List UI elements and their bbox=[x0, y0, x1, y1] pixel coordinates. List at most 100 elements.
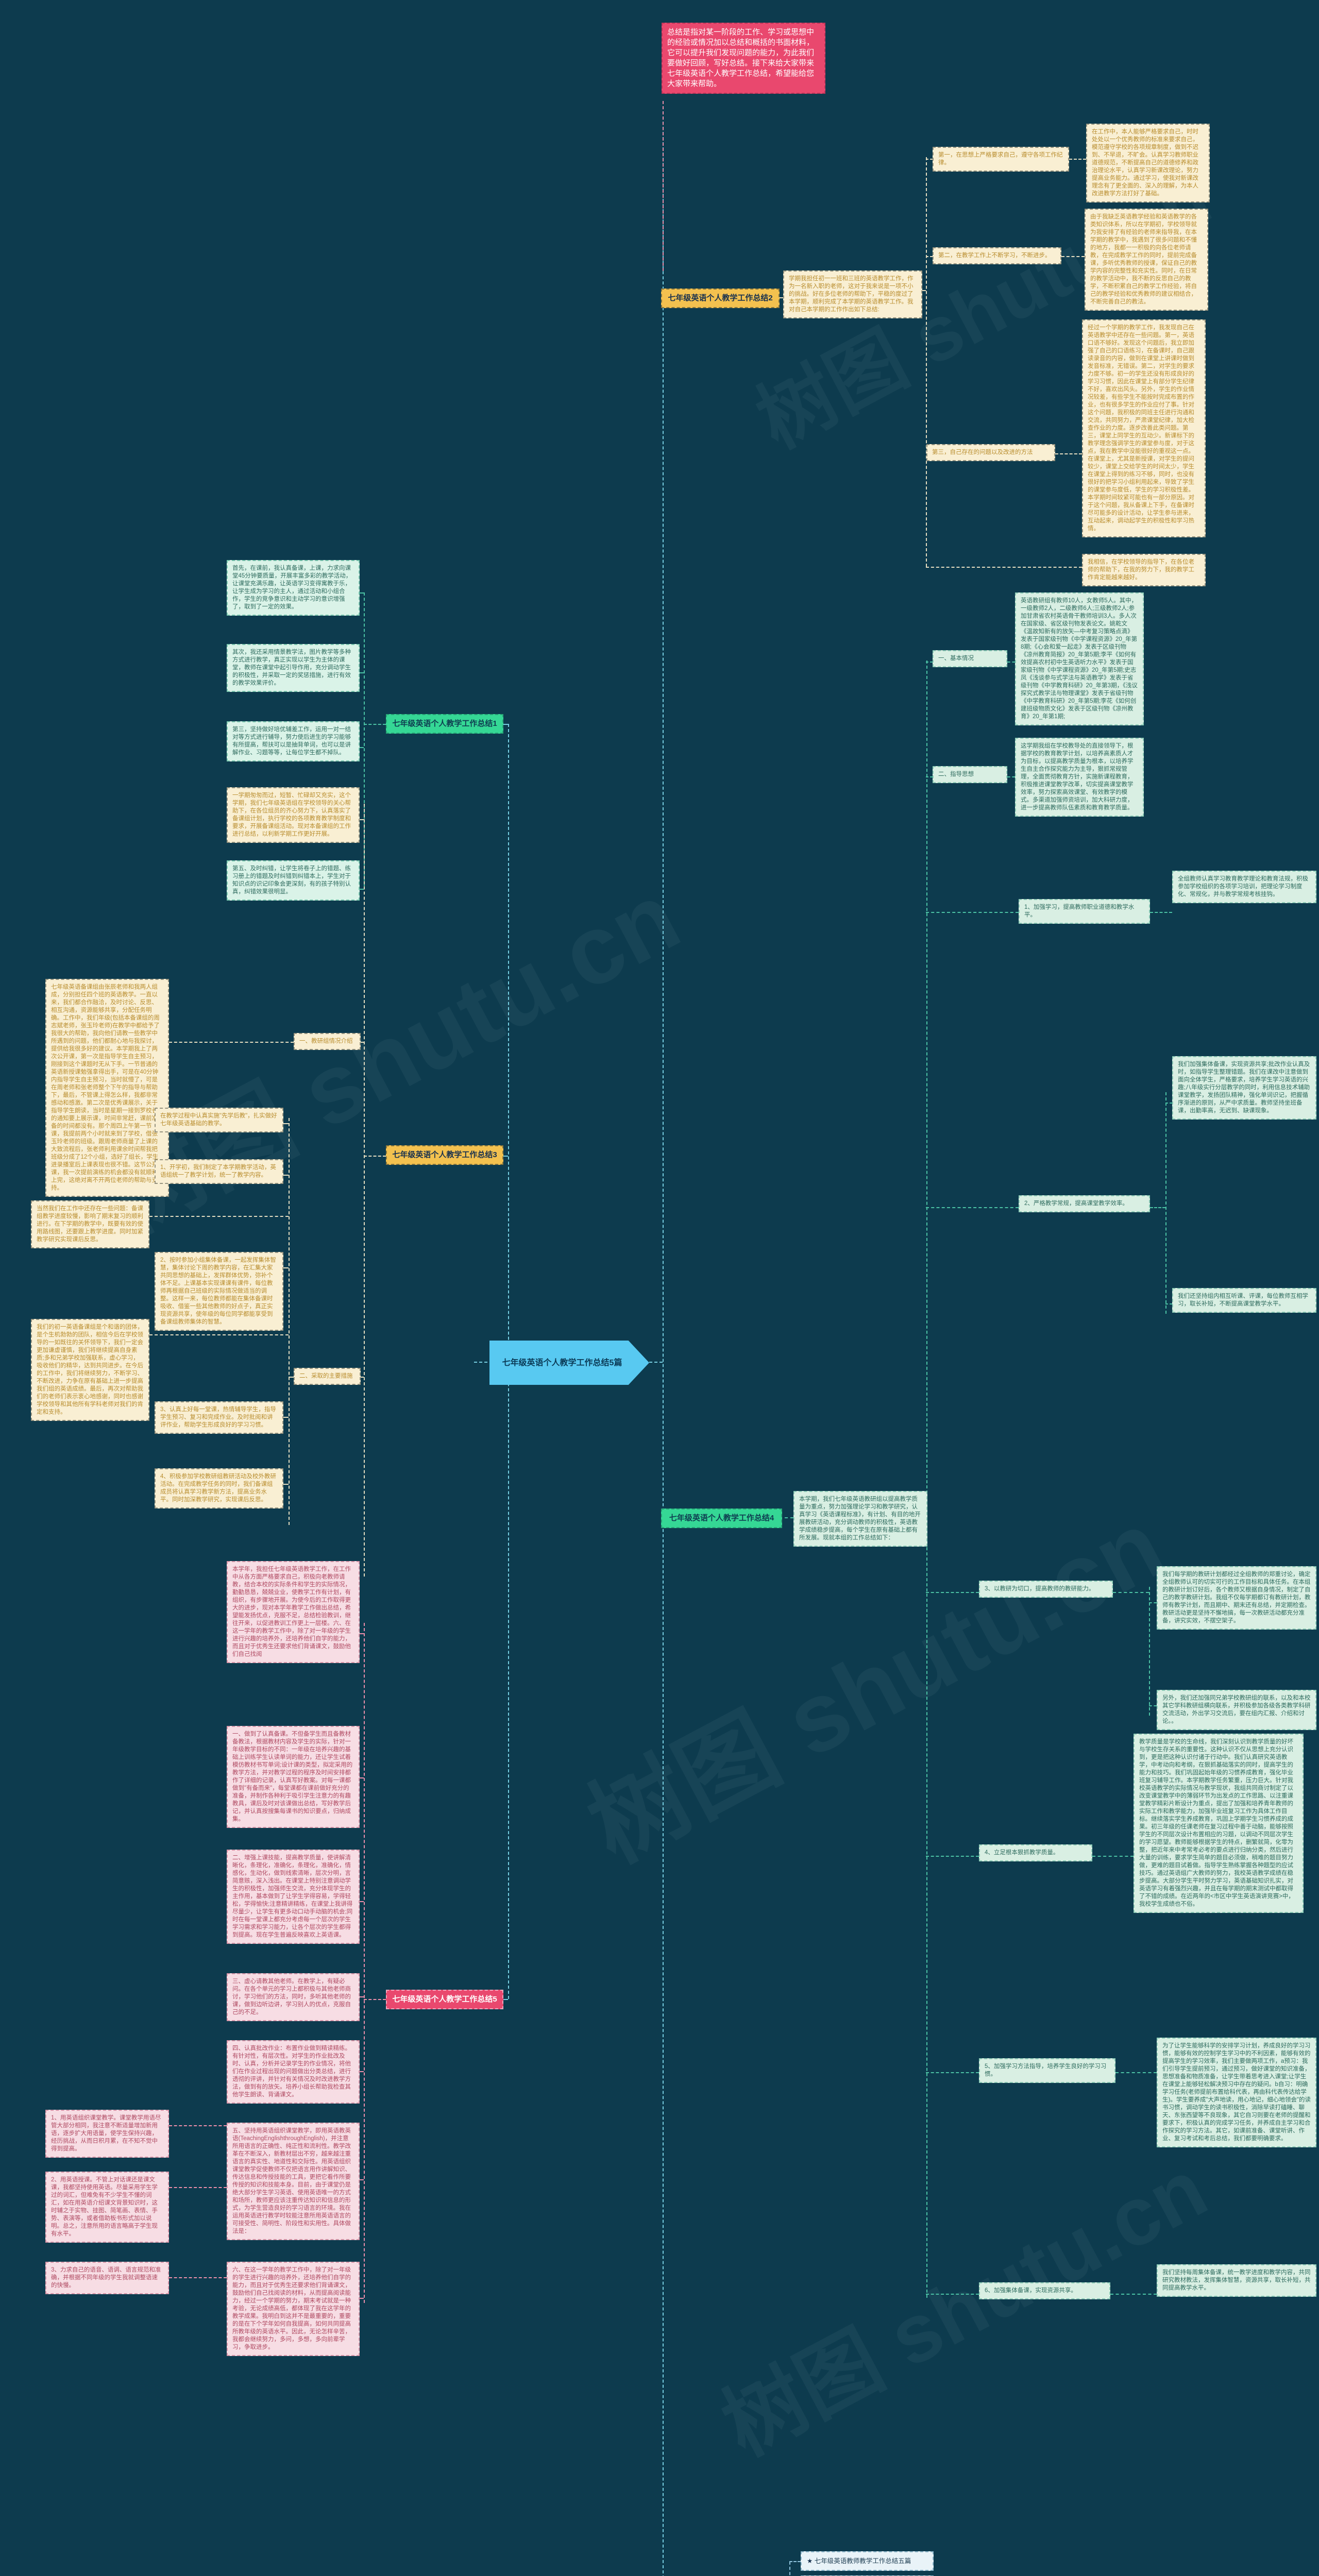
branch4-intro-node[interactable]: 本学期，我们七年级英语教研组以提高教学质量为重点，努力加强理论学习和教学研究，认… bbox=[793, 1491, 927, 1547]
branch4-measure6-label[interactable]: 6、加强集体备课，实现资源共享。 bbox=[979, 2282, 1110, 2299]
connector-line bbox=[169, 2277, 227, 2278]
connector-line bbox=[926, 567, 1082, 568]
branch4-measure5-label[interactable]: 5、加强学习方法指导，培养学生良好的学习习惯。 bbox=[979, 2058, 1115, 2083]
branch1-hub[interactable]: 七年级英语个人教学工作总结1 bbox=[386, 714, 503, 734]
connector-line bbox=[1007, 662, 1015, 663]
connector-line bbox=[360, 747, 364, 748]
connector-line bbox=[169, 2125, 227, 2126]
connector-line bbox=[1092, 1856, 1134, 1857]
connector-line bbox=[1149, 1602, 1157, 1603]
connector-line bbox=[360, 1633, 364, 1634]
branch2-conclusion-node[interactable]: 我相信，在学校领导的指导下，在各位老师的帮助下，在我的努力下，我的教学工作肯定能… bbox=[1082, 554, 1206, 586]
connector-line bbox=[1150, 1207, 1165, 1208]
connector-line bbox=[360, 1996, 364, 1997]
branch4-measure1-label[interactable]: 1、加强学习，提高教师职业道德和教学水平。 bbox=[1019, 899, 1150, 924]
connector-line bbox=[503, 1156, 508, 1157]
branch3-measure-pre[interactable]: 在教学过程中认真实施"先学后教"，扎实做好七年级英语基础的教学。 bbox=[155, 1108, 283, 1132]
branch1-item-3[interactable]: 第三，坚持做好培优辅差工作，运用一对一结对等方式进行辅导，努力使后进生的学习能够… bbox=[227, 721, 360, 761]
branch5-method-2[interactable]: 2、用英语授课。不管上对话课还是课文课，我都坚持使用英语。尽量采用学生学过的词汇… bbox=[45, 2172, 169, 2243]
branch4-measure4-label[interactable]: 4、立足根本狠抓教学质量。 bbox=[979, 1844, 1092, 1861]
branch4-section2-detail[interactable]: 这学期我组在学校教导处的直接领导下，根据学校的教育教学计划，以培养高素质人才为目… bbox=[1015, 738, 1144, 817]
connector-line bbox=[364, 804, 365, 1577]
branch4-section1-label[interactable]: 一、基本情况 bbox=[933, 650, 1007, 667]
branch3-measure-4[interactable]: 4、积极参加学校教研组教研活动及校外教研活动。在完成教学任务的同时，我们备课组成… bbox=[155, 1468, 283, 1509]
branch3-hub[interactable]: 七年级英语个人教学工作总结3 bbox=[386, 1145, 503, 1165]
branch5-item-4[interactable]: 四、认真批改作业：布置作业做到精读精练。有针对性，有层次性。对学生的作业批改及时… bbox=[227, 2040, 360, 2104]
connector-line bbox=[1149, 1587, 1150, 1716]
branch3-measure-2[interactable]: 2、按时参加小组集体备课，一起发挥集体智慧，集体讨论下周的教学内容，在汇集大家共… bbox=[155, 1252, 283, 1331]
branch3-measure-3[interactable]: 3、认真上好每一堂课，热情辅导学生，指导学生预习、复习和完成作业。及时批阅和讲评… bbox=[155, 1401, 283, 1434]
branch2-item3-detail[interactable]: 经过一个学期的教学工作，我发现自己在英语教学中还存在一些问题。第一，英语口语不够… bbox=[1082, 319, 1206, 537]
branch5-item-2[interactable]: 二、增强上课技能，提高教学质量，使讲解清晰化，条理化，准确化，条理化，准确化，情… bbox=[227, 1850, 360, 1944]
connector-line bbox=[1165, 1103, 1172, 1104]
connector-line bbox=[1165, 1092, 1166, 1314]
branch2-item2-label[interactable]: 第二，在教学工作上不断学习，不断进步。 bbox=[933, 247, 1061, 264]
branch5-hub[interactable]: 七年级英语个人教学工作总结5 bbox=[386, 1990, 503, 2009]
branch4-measure2-label[interactable]: 2、严格教学常规，提高课堂教学效率。 bbox=[1019, 1195, 1150, 1212]
branch4-section1-detail[interactable]: 英语教研组有教师10人，女教师5人。其中，一级教师2人，二级教师6人;三级教师2… bbox=[1015, 592, 1144, 725]
branch5-item-3[interactable]: 三、虚心请教其他老师。在教学上，有疑必问。在各个单元的学习上都积极与其他老师商讨… bbox=[227, 1973, 360, 2021]
connector-line bbox=[785, 1517, 793, 1518]
branch4-measure3-detail-2[interactable]: 另外，我们还加强同兄弟学校教研组的联系，以及和本校其它学科教研组横向联系，并积极… bbox=[1157, 1690, 1316, 1730]
connector-line bbox=[1007, 776, 1015, 777]
connector-line bbox=[926, 256, 933, 257]
branch5-method-3[interactable]: 3、力求自己的语音、语调、语言规范和准确，并根据不同年级的学生我就调整语速的快慢… bbox=[45, 2262, 169, 2294]
connector-line bbox=[926, 1856, 979, 1857]
branch3-outlook-node[interactable]: 我们的初一英语备课组是个和谐的团体，是个生机勃勃的团队，相信今后在学校领导的一如… bbox=[31, 1319, 149, 1421]
branch5-item-6[interactable]: 六、在这一学年的教学工作中，除了对一年级的学生进行兴趣的培养外，还培养他们自学的… bbox=[227, 2262, 360, 2356]
branch3-section1-detail[interactable]: 七年级英语备课组由张辰老师和我两人组成，分别担任四个班的英语教学。一直以来，我们… bbox=[45, 979, 169, 1197]
branch4-measure4-detail[interactable]: 教学质量是学校的生命线，我们深刻认识到教学质量的好坏与学校生存关系的重要性。这种… bbox=[1134, 1734, 1304, 1913]
branch1-item-1[interactable]: 首先，在课前，我认真备课，上课，力求向课堂45分钟要质量，开展丰富多彩的教学活动… bbox=[227, 560, 360, 616]
branch2-item3-label[interactable]: 第三，自己存在的问题以及改进的方法 bbox=[926, 444, 1055, 461]
connector-line bbox=[1149, 1705, 1157, 1706]
connector-line bbox=[926, 157, 927, 567]
connector-line bbox=[663, 101, 664, 2576]
branch4-measure1-detail[interactable]: 全组教师认真学习教育教学理论和教育法规，积极参加学校组织的各项学习培训，把理论学… bbox=[1172, 871, 1316, 903]
branch4-section2-label[interactable]: 二、指导思想 bbox=[933, 766, 1007, 783]
branch1-item-2[interactable]: 其次，我还采用情景教学法，图片教学等多种方式进行教学，真正实现以学生为主体的课堂… bbox=[227, 644, 360, 692]
branch5-method-1[interactable]: 1、用英语组织课堂教学。课堂教学用语尽管大部分相同，我注意不断适量增加新用语，逐… bbox=[45, 2110, 169, 2158]
branch3-problems-node[interactable]: 当然我们在工作中还存在一些问题：备课组教学进度较慢，影响了期末复习的顺利进行。在… bbox=[31, 1200, 149, 1248]
branch4-measure3-detail-1[interactable]: 我们每学期的教研计划都经过全组教师的郑重讨论，确定全组教师认可的切实可行的工作目… bbox=[1157, 1566, 1316, 1630]
floating-note-node[interactable]: 总结是指对某一阶段的工作、学习或思想中的经验或情况加以总结和概括的书面材料，它可… bbox=[662, 23, 825, 94]
connector-line bbox=[149, 1334, 289, 1335]
branch5-intro-node[interactable]: 本学年，我担任七年级英语教学工作，在工作中从各方面严格要求自己，积极向老教师请教… bbox=[227, 1561, 360, 1663]
branch3-intro-node[interactable]: 一学期匆匆而过，短暂、忙碌却又充实，这个学期，我们七年级英语组在学校领导的关心帮… bbox=[227, 787, 360, 843]
connector-line bbox=[283, 1175, 289, 1176]
branch2-hub[interactable]: 七年级英语个人教学工作总结2 bbox=[661, 289, 780, 308]
branch4-measure2-detail-2[interactable]: 我们还坚持组内相互听课、评课，每位教师互相学习，取长补短，不断提高课堂教学水平。 bbox=[1172, 1288, 1316, 1313]
connector-line bbox=[789, 2561, 801, 2562]
connector-line bbox=[926, 662, 933, 663]
watermark-text: 树图 shutu.cn bbox=[88, 861, 696, 1254]
connector-line bbox=[364, 724, 386, 725]
branch3-section1-label[interactable]: 一、教研组情况介绍 bbox=[294, 1033, 361, 1050]
connector-line bbox=[360, 1901, 364, 1902]
connector-line bbox=[926, 1592, 979, 1593]
related-article-item[interactable]: 七年级英语教师教学工作总结五篇 bbox=[801, 2551, 934, 2571]
branch5-item-1[interactable]: 一、做到了认真备课。不但备学生而且备教材备教法，根据教材内容及学生的实际，针对一… bbox=[227, 1726, 360, 1828]
branch3-measure-1[interactable]: 1、开学初，我们制定了本学期教学活动，英语组统一了教学计划，统一了教学内容。 bbox=[155, 1159, 283, 1184]
connector-line bbox=[283, 1417, 289, 1418]
branch2-item1-label[interactable]: 第一，在思想上严格要求自己，遵守各项工作纪律。 bbox=[933, 147, 1069, 172]
branch2-intro-node[interactable]: 学期我担任初一一班和三班的英语教学工作，作为一名新入职的老师，这对于我来说是一项… bbox=[783, 270, 922, 318]
connector-line bbox=[789, 2562, 790, 2576]
branch2-item2-detail[interactable]: 由于我缺乏英语教学经验和英语教学的各类知识体系，所以在学期初，学校领导就为我安排… bbox=[1085, 209, 1208, 311]
connector-line bbox=[364, 592, 365, 886]
center-topic[interactable]: 七年级英语个人教学工作总结5篇 bbox=[489, 1341, 649, 1385]
connector-line bbox=[1069, 159, 1086, 160]
branch5-item-5[interactable]: 五、坚持用英语组织课堂教学，即用英语教英语(TeachingEnglishthr… bbox=[227, 2123, 360, 2240]
connector-line bbox=[283, 1123, 289, 1124]
connector-line bbox=[360, 2179, 364, 2180]
branch3-section2-label[interactable]: 二、采取的主要措施 bbox=[294, 1368, 361, 1385]
connector-line bbox=[283, 1484, 289, 1485]
branch4-measure5-detail[interactable]: 为了让学生能够科学的安排学习计划，养成良好的学习习惯，能够有效的控制学生学习中的… bbox=[1157, 2038, 1316, 2147]
branch4-measure3-label[interactable]: 3、以教研为切口，提高教师的教研能力。 bbox=[979, 1581, 1113, 1598]
connector-line bbox=[503, 724, 508, 725]
connector-line bbox=[364, 1999, 386, 2000]
branch2-item1-detail[interactable]: 在工作中，本人能够严格要求自己，时时处处以一个优秀教师的标准来要求自己，模范遵守… bbox=[1086, 124, 1210, 202]
branch4-measure2-detail-1[interactable]: 我们加强集体备课，实现资源共享;批改作业认真及时，如指导学生整理错题。我们在课改… bbox=[1172, 1056, 1316, 1120]
branch4-hub[interactable]: 七年级英语个人教学工作总结4 bbox=[661, 1509, 782, 1528]
branch1-item-5[interactable]: 第五、及时纠错，让学生将卷子上的错题、练习册上的错题及时纠错到纠错本上，学生对于… bbox=[227, 860, 360, 901]
branch4-measure6-detail[interactable]: 我们坚持每周集体备课，统一教学进度和教学内容，共同研究教材教法，发挥集体智慧，资… bbox=[1157, 2264, 1316, 2297]
